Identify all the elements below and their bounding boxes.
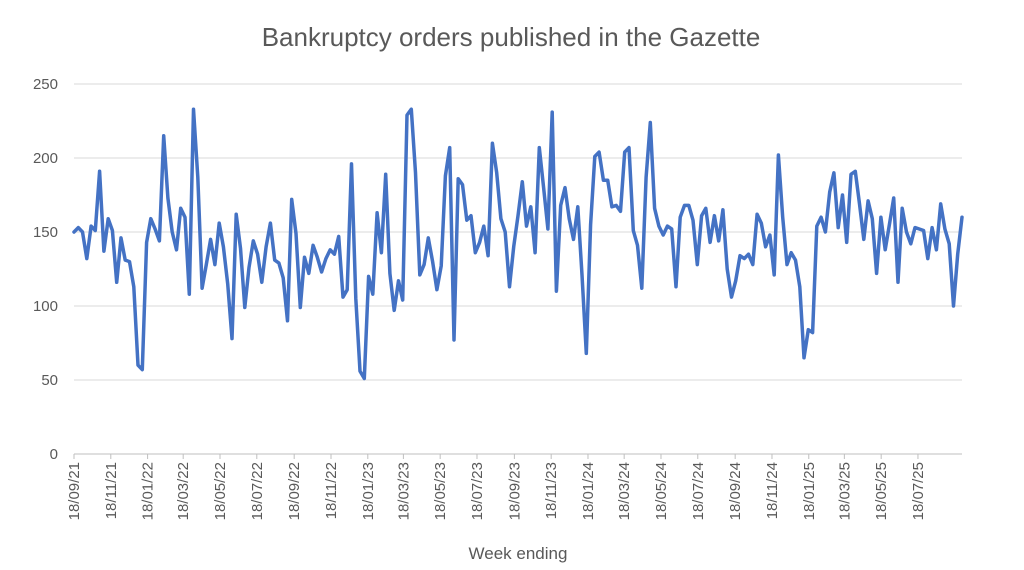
gridlines <box>74 83 962 381</box>
y-tick-label: 150 <box>33 224 58 241</box>
series-layer <box>72 107 964 381</box>
x-tick-label: 18/09/23 <box>506 462 523 520</box>
y-tick-label: 250 <box>33 76 58 93</box>
x-tick-label: 18/11/22 <box>323 462 340 519</box>
y-axis-ticks: 0 50 100 150 200 250 <box>33 76 58 463</box>
x-tick-label: 18/01/24 <box>580 462 597 520</box>
y-tick-label: 0 <box>50 446 58 463</box>
x-tick-label: 18/09/24 <box>727 462 744 520</box>
x-tick-label: 18/05/25 <box>873 462 890 520</box>
y-tick-label: 100 <box>33 298 58 315</box>
x-tick-label: 18/01/25 <box>801 462 818 520</box>
y-tick-label: 50 <box>41 372 58 389</box>
x-tick-label: 18/05/23 <box>432 462 449 520</box>
x-tick-label: 18/03/25 <box>836 462 853 520</box>
series-line-0 <box>72 107 964 381</box>
x-tick-label: 18/01/22 <box>140 462 157 520</box>
x-tick-label: 18/11/21 <box>103 462 120 519</box>
x-axis-ticks: 18/09/21 18/11/21 18/01/22 18/03/22 18/05/22… <box>66 454 927 520</box>
x-axis-label: Week ending <box>469 544 568 563</box>
x-tick-label: 18/03/22 <box>175 462 192 520</box>
x-tick-label: 18/09/21 <box>66 462 83 520</box>
x-tick-label: 18/03/23 <box>395 462 412 520</box>
x-tick-label: 18/05/22 <box>212 462 229 520</box>
x-tick-label: 18/05/24 <box>653 462 670 520</box>
x-tick-label: 18/07/25 <box>910 462 927 520</box>
x-tick-label: 18/07/23 <box>469 462 486 520</box>
x-tick-label: 18/09/22 <box>286 462 303 520</box>
x-tick-label: 18/01/23 <box>360 462 377 520</box>
x-tick-label: 18/07/22 <box>249 462 266 520</box>
y-tick-label: 200 <box>33 150 58 167</box>
x-tick-label: 18/07/24 <box>690 462 707 520</box>
x-tick-label: 18/03/24 <box>616 462 633 520</box>
chart-title: Bankruptcy orders published in the Gazet… <box>262 22 761 52</box>
x-tick-label: 18/11/23 <box>543 462 560 519</box>
x-tick-label: 18/11/24 <box>764 462 781 519</box>
